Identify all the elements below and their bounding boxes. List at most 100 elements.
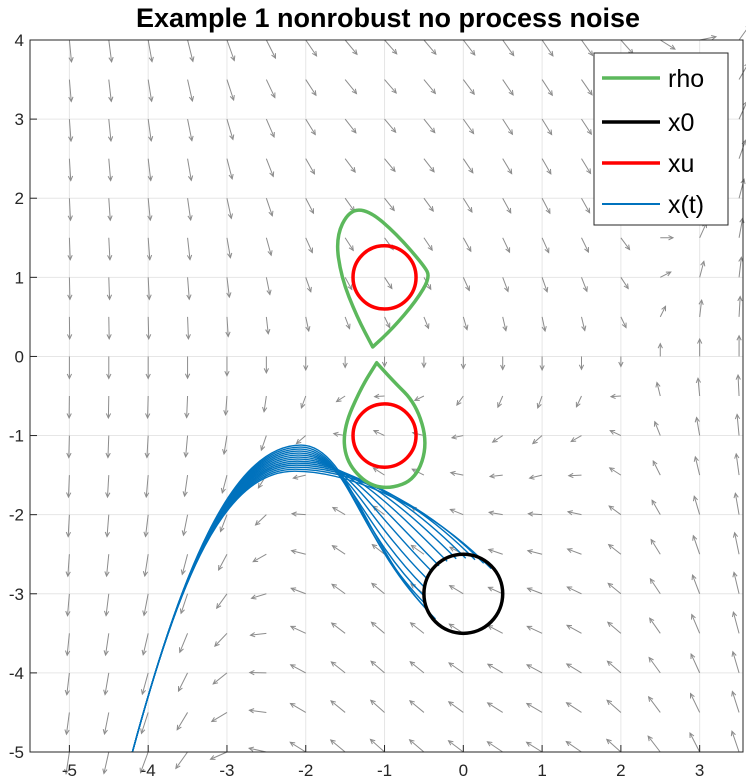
vector-arrow [732, 651, 740, 674]
vector-arrow-head [331, 583, 338, 589]
vector-arrow [448, 662, 464, 674]
vector-arrow-head [270, 92, 276, 99]
vector-arrow [371, 621, 385, 634]
vector-arrow-head [370, 582, 377, 589]
vector-arrow [606, 699, 622, 713]
vector-arrow-head [734, 413, 741, 420]
vector-arrow [330, 700, 346, 713]
vector-arrow [103, 712, 110, 735]
vector-arrow [108, 277, 111, 300]
vector-arrow [68, 39, 72, 62]
vector-arrow [423, 158, 435, 173]
vector-arrow-head [186, 294, 192, 301]
vector-arrow [211, 712, 228, 723]
vector-arrow [660, 271, 672, 278]
vector-arrow [344, 158, 356, 173]
vector-arrow-head [373, 393, 380, 399]
vector-arrow [541, 79, 553, 96]
vector-arrow-head [525, 741, 532, 747]
vector-arrow-head [692, 495, 698, 502]
vector-arrow [140, 712, 149, 734]
vector-arrow [331, 583, 346, 595]
vector-arrow [566, 702, 582, 713]
vector-arrow-head [649, 617, 655, 624]
vector-arrow [105, 633, 110, 656]
vector-arrow [736, 414, 740, 436]
vector-arrow-head [509, 50, 515, 57]
vector-arrow-head [289, 702, 296, 708]
vector-arrow-head [411, 468, 418, 474]
vector-arrow [699, 300, 703, 317]
vector-arrow-head [657, 342, 663, 349]
vector-arrow [290, 664, 306, 674]
vector-arrow [260, 435, 267, 451]
vector-arrow [650, 539, 661, 555]
vector-arrow-head [427, 245, 433, 252]
vector-arrow-head [252, 557, 259, 563]
y-tick-label: -1 [9, 427, 24, 446]
vector-arrow-head [292, 474, 299, 480]
vector-arrow-head [212, 679, 219, 685]
vector-arrow [409, 661, 425, 674]
vector-arrow-head [661, 305, 667, 312]
vector-arrow-head [218, 564, 223, 571]
vector-arrow-head [390, 127, 397, 134]
vector-arrow [65, 751, 70, 774]
vector-arrow [527, 550, 543, 555]
vector-arrow [609, 430, 622, 437]
vector-arrow-head [566, 548, 573, 554]
vector-arrow-head [142, 610, 148, 617]
vector-arrow-head [266, 289, 272, 296]
vector-arrow-head [424, 323, 430, 330]
vector-arrow-head [565, 624, 573, 630]
vector-arrow [226, 158, 233, 180]
vector-arrow-head [525, 702, 532, 708]
vector-arrow-head [248, 669, 255, 676]
vector-arrow-head [623, 283, 629, 290]
vector-arrow [731, 731, 740, 753]
vector-arrow [654, 421, 661, 436]
vector-arrow-head [188, 135, 194, 142]
vector-arrow-head [249, 632, 256, 638]
vector-arrow-head [224, 370, 230, 377]
vector-arrow [104, 672, 110, 695]
vector-arrow-head [566, 510, 573, 516]
vector-arrow-head [331, 506, 338, 512]
vector-arrow-head [447, 701, 454, 707]
vector-arrow-head [352, 49, 358, 56]
vector-arrow-head [409, 622, 416, 628]
vector-arrow-head [732, 531, 739, 538]
vector-arrow-head [669, 44, 676, 50]
vector-arrow-head [370, 621, 377, 628]
vector-arrow [370, 699, 385, 713]
vector-arrow [581, 237, 589, 253]
vector-arrow [68, 119, 72, 142]
vector-arrow [144, 554, 149, 577]
vector-arrow [502, 237, 511, 253]
vector-arrow [607, 660, 622, 674]
vector-arrow [226, 237, 231, 258]
vector-arrow [656, 382, 661, 397]
vector-arrow-head [505, 247, 511, 254]
vector-arrow [65, 712, 70, 735]
vector-arrow [184, 475, 189, 497]
vector-arrow-head [507, 168, 513, 175]
vector-arrow-head [350, 167, 356, 173]
vector-arrow-head [188, 96, 195, 103]
vector-arrow-head [289, 741, 296, 747]
vector-arrow-head [421, 362, 427, 369]
vector-arrow [450, 472, 464, 476]
vector-arrow [108, 119, 112, 142]
vector-arrow [607, 621, 622, 634]
vector-arrow-head [648, 656, 654, 663]
vector-arrow [68, 237, 71, 260]
vector-arrow-head [64, 689, 70, 696]
vector-arrow-head [508, 89, 514, 96]
vector-arrow-head [184, 412, 190, 419]
vector-arrow [692, 535, 701, 555]
vector-arrow [689, 732, 701, 753]
vector-arrow [462, 118, 475, 134]
vector-arrow-head [107, 215, 113, 222]
vector-arrow [336, 395, 346, 403]
vector-arrow-head [106, 294, 113, 301]
